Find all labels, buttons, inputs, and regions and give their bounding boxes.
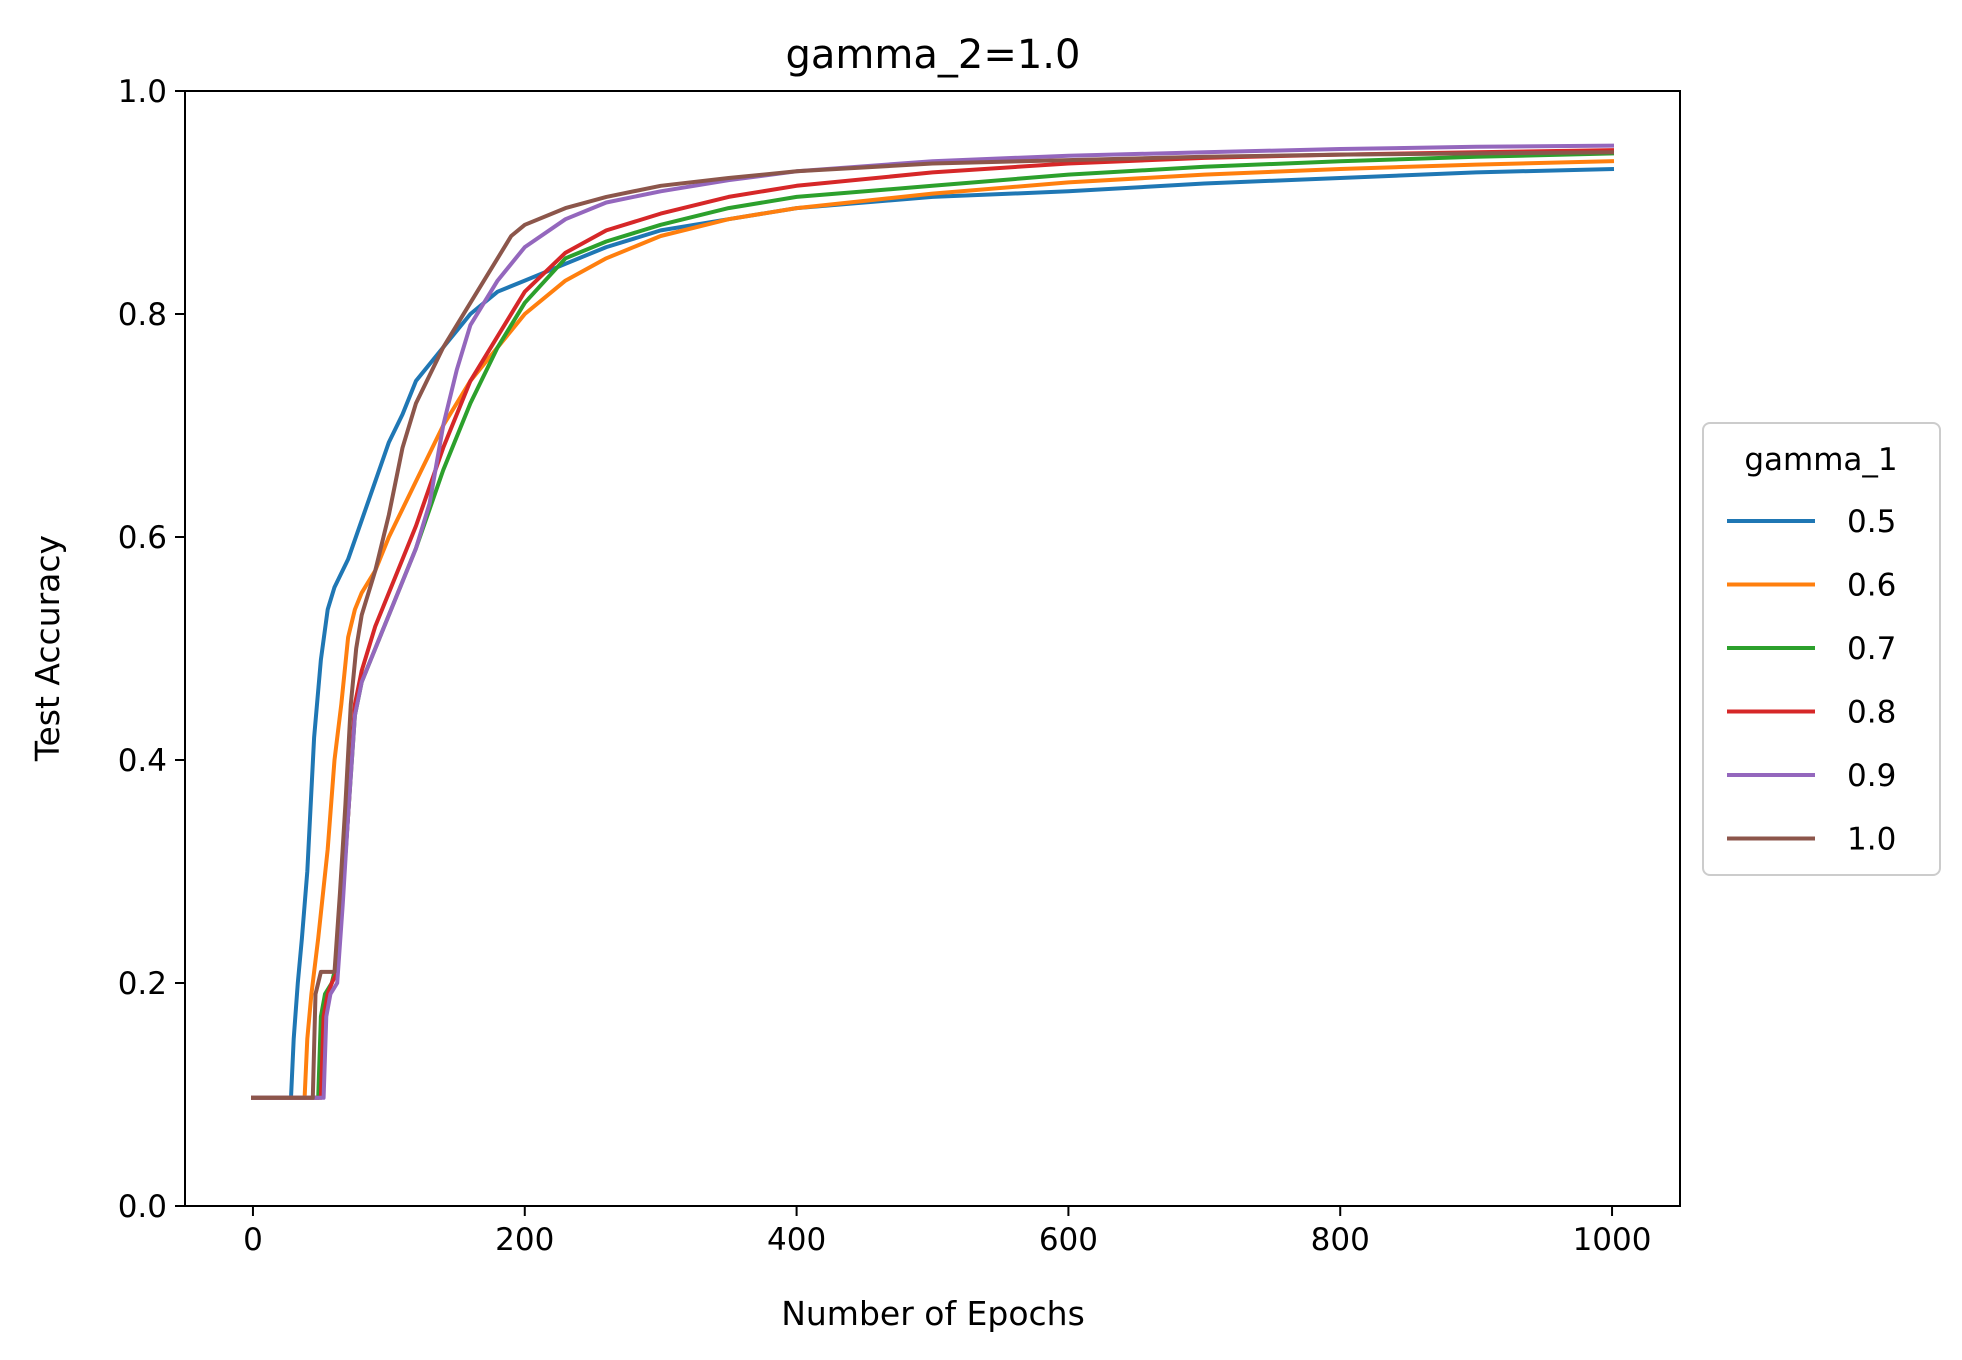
- x-tick-label: 1000: [1573, 1222, 1652, 1258]
- legend-label: 0.9: [1847, 758, 1896, 794]
- legend-frame: [1702, 422, 1941, 876]
- x-tick-label: 400: [767, 1222, 826, 1258]
- plot-frame: [184, 90, 1681, 1207]
- y-axis-label: Test Accuracy: [28, 535, 67, 762]
- x-tick-label: 600: [1039, 1222, 1098, 1258]
- y-tick-label: 0.4: [118, 743, 167, 779]
- series-layer: [251, 143, 1615, 1100]
- legend: gamma_1 0.5 0.6 0.7 0.8 0.9 1.0: [1702, 422, 1941, 876]
- y-tick-label: 0.6: [118, 520, 167, 556]
- chart-title: gamma_2=1.0: [786, 32, 1081, 78]
- series-line-0-5: [251, 166, 1615, 1100]
- series-line-0-8: [251, 148, 1615, 1100]
- legend-label: 0.7: [1847, 631, 1896, 667]
- x-tick-label: 200: [495, 1222, 554, 1258]
- legend-label: 0.6: [1847, 568, 1896, 604]
- x-axis-label: Number of Epochs: [781, 1294, 1085, 1333]
- legend-label: 0.5: [1847, 504, 1896, 540]
- y-tick-label: 0.2: [118, 966, 167, 1002]
- y-tick-label: 0.0: [118, 1189, 167, 1225]
- x-tick-label: 800: [1311, 1222, 1370, 1258]
- y-tick-label: 1.0: [118, 74, 167, 110]
- legend-title: gamma_1: [1744, 442, 1897, 478]
- y-tick-label: 0.8: [118, 297, 167, 333]
- series-line-1-0: [251, 150, 1615, 1100]
- y-axis: 0.0 0.2 0.4 0.6 0.8 1.0: [118, 74, 185, 1225]
- legend-label: 0.8: [1847, 695, 1896, 731]
- legend-items: 0.5 0.6 0.7 0.8 0.9 1.0: [1727, 504, 1896, 858]
- x-tick-label: 0: [243, 1222, 263, 1258]
- series-line-0-9: [251, 143, 1615, 1100]
- legend-label: 1.0: [1847, 822, 1896, 858]
- x-axis: 0 200 400 600 800 1000: [243, 1206, 1651, 1258]
